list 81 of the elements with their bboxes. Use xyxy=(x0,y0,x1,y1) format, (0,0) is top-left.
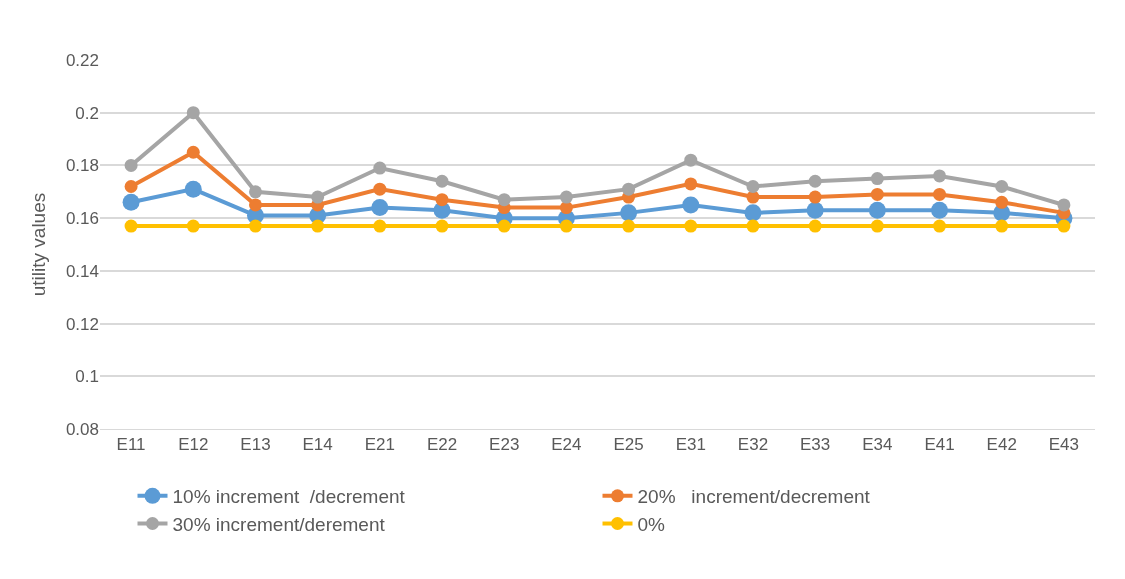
point xyxy=(373,219,387,233)
point xyxy=(622,219,636,233)
point xyxy=(808,219,822,233)
point xyxy=(870,219,884,233)
x-tick-label: E25 xyxy=(613,435,644,455)
point xyxy=(186,219,200,233)
point xyxy=(684,177,698,191)
point xyxy=(373,161,387,175)
point xyxy=(311,190,325,204)
point xyxy=(995,195,1009,209)
point xyxy=(248,185,262,199)
point xyxy=(435,219,449,233)
point xyxy=(371,199,389,217)
legend-label: 0% xyxy=(637,513,666,535)
y-tick-label: 0.16 xyxy=(65,209,99,229)
point xyxy=(995,180,1009,193)
point xyxy=(186,145,200,159)
point xyxy=(435,193,449,207)
x-tick-label: E33 xyxy=(800,435,831,455)
y-tick-label: 0.18 xyxy=(65,156,99,176)
x-tick-label: E34 xyxy=(862,435,893,455)
point xyxy=(435,174,449,188)
point xyxy=(620,204,638,222)
point xyxy=(995,219,1009,233)
point xyxy=(746,219,760,233)
point xyxy=(1057,198,1071,212)
x-tick-label: E12 xyxy=(178,435,209,455)
point xyxy=(497,193,511,207)
point xyxy=(933,187,947,201)
point xyxy=(684,219,698,233)
x-tick-label: E11 xyxy=(116,435,146,455)
point xyxy=(1057,219,1071,233)
x-tick-label: E24 xyxy=(551,435,582,455)
legend-label: 20% increment/decrement xyxy=(637,486,871,508)
point xyxy=(248,198,262,212)
point xyxy=(248,219,262,233)
y-tick-label: 0.12 xyxy=(65,314,99,334)
point xyxy=(933,169,947,183)
x-tick-label: E13 xyxy=(240,435,271,455)
y-tick-label: 0.22 xyxy=(65,50,99,70)
point xyxy=(124,219,138,233)
point xyxy=(808,190,822,204)
point xyxy=(186,106,200,120)
point xyxy=(870,187,884,201)
x-tick-label: E21 xyxy=(364,435,395,455)
point xyxy=(746,180,760,193)
point xyxy=(122,193,140,211)
point xyxy=(870,172,884,186)
y-tick-label: 0.08 xyxy=(65,419,99,439)
point xyxy=(933,219,947,233)
x-tick-label: E14 xyxy=(302,435,333,455)
x-tick-label: E32 xyxy=(737,435,769,455)
point xyxy=(373,182,387,196)
point xyxy=(868,201,886,219)
x-tick-label: E31 xyxy=(675,435,706,455)
x-tick-label: E22 xyxy=(426,435,458,455)
legend-label: 30% increment/derement xyxy=(172,513,386,535)
legend-label: 10% increment /decrement xyxy=(172,486,406,508)
point xyxy=(931,201,949,219)
y-axis-title: utility values xyxy=(27,192,49,297)
point xyxy=(559,201,573,215)
x-tick-label: E23 xyxy=(489,435,520,455)
point xyxy=(684,153,698,167)
x-tick-label: E43 xyxy=(1048,435,1080,455)
x-tick-label: E42 xyxy=(986,435,1017,455)
point xyxy=(124,158,138,172)
point xyxy=(184,180,202,198)
y-tick-label: 0.2 xyxy=(75,103,99,123)
point xyxy=(311,219,325,233)
point xyxy=(559,190,573,204)
point xyxy=(559,219,573,233)
point xyxy=(744,204,762,222)
point xyxy=(808,174,822,188)
point xyxy=(124,180,138,193)
y-tick-label: 0.1 xyxy=(75,367,99,387)
y-tick-label: 0.14 xyxy=(65,261,99,281)
point xyxy=(682,196,700,214)
point xyxy=(806,201,824,219)
point xyxy=(497,219,511,233)
point xyxy=(622,182,636,196)
x-tick-label: E41 xyxy=(924,435,955,455)
